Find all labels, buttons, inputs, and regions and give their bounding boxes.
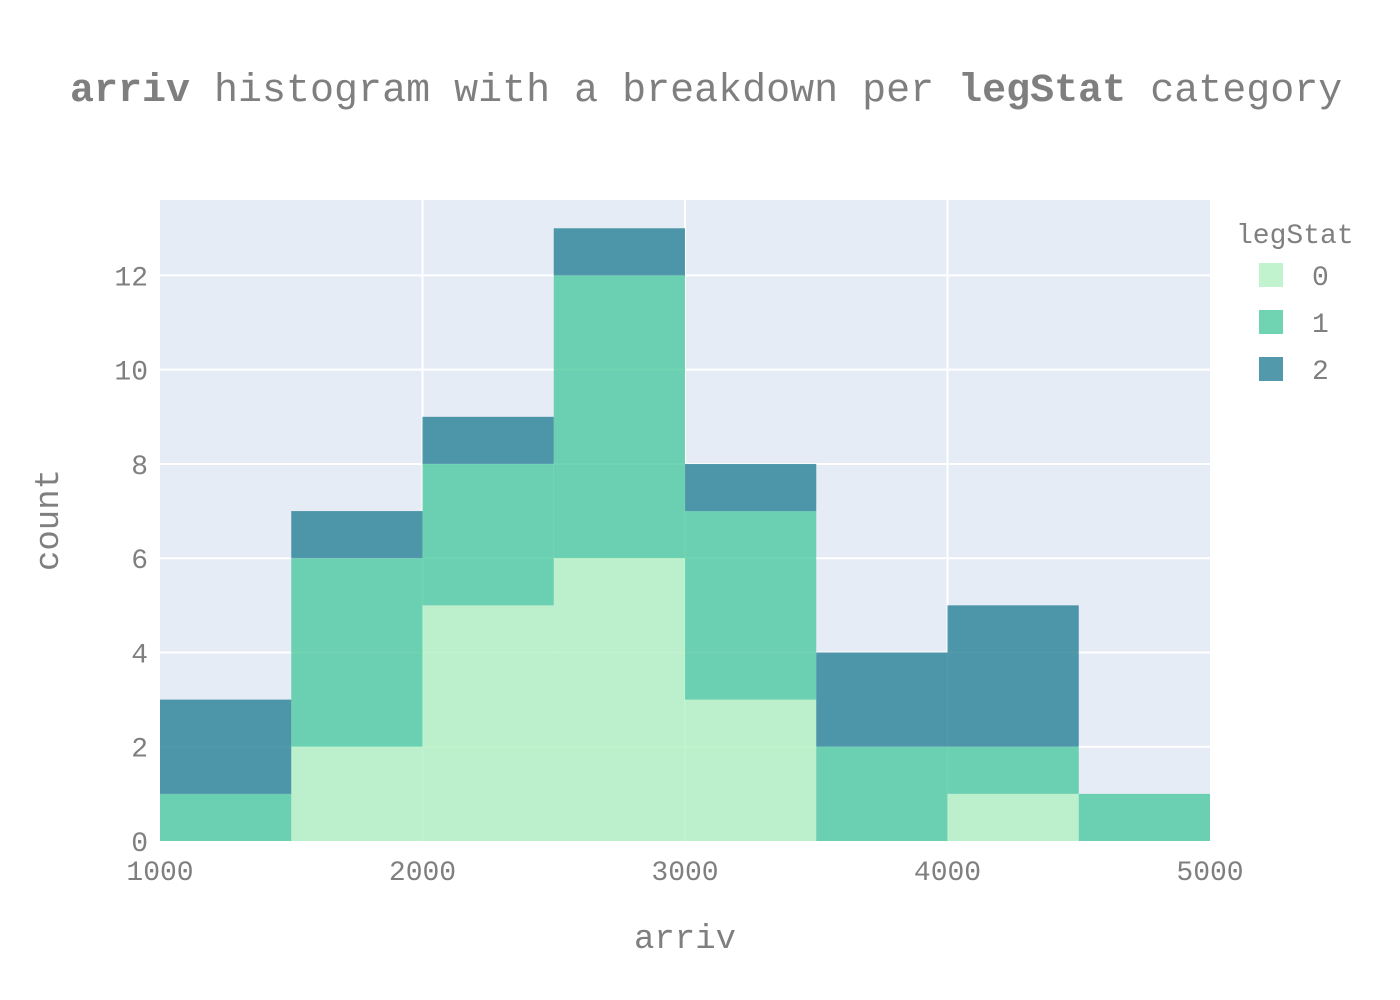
title-part-0: arriv — [70, 69, 190, 114]
legend-swatch — [1259, 263, 1283, 287]
bar-legstat-1-bin-2 — [422, 463, 554, 606]
bar-legstat-2-bin-5 — [816, 652, 948, 747]
bar-legstat-0-bin-3 — [553, 558, 685, 841]
bar-legstat-0-bin-6 — [947, 793, 1079, 841]
legend-swatch — [1259, 310, 1283, 334]
bar-legstat-2-bin-1 — [291, 511, 423, 559]
x-axis-ticks: 1000 2000 3000 4000 5000 — [126, 858, 1243, 889]
bar-legstat-1-bin-4 — [685, 511, 817, 700]
legend-item-0[interactable]: 0 — [1259, 263, 1329, 294]
y-tick-label: 0 — [131, 829, 148, 860]
legend-title: legStat — [1236, 221, 1354, 252]
y-axis-ticks: 0 2 4 6 8 10 12 — [114, 263, 148, 860]
chart-title: arriv histogram with a breakdown per leg… — [70, 69, 1342, 114]
series-2 — [160, 228, 1079, 794]
legend-items: 0 1 2 — [1259, 263, 1329, 388]
bar-legstat-1-bin-0 — [160, 793, 292, 841]
bar-legstat-2-bin-4 — [685, 463, 817, 512]
bar-legstat-2-bin-2 — [422, 416, 554, 464]
bar-legstat-1-bin-5 — [816, 746, 948, 841]
y-tick-label: 6 — [131, 546, 148, 577]
y-tick-label: 8 — [131, 452, 148, 483]
x-tick-label: 2000 — [389, 858, 456, 889]
series-0 — [291, 558, 1079, 841]
legend: legStat 0 1 2 — [1236, 221, 1354, 388]
x-tick-label: 4000 — [914, 858, 981, 889]
legend-item-2[interactable]: 2 — [1259, 357, 1329, 388]
x-tick-label: 1000 — [126, 858, 193, 889]
bar-legstat-1-bin-1 — [291, 558, 423, 747]
bar-legstat-0-bin-4 — [685, 699, 817, 841]
legend-item-1[interactable]: 1 — [1259, 310, 1329, 341]
y-axis-label: count — [31, 469, 69, 571]
x-tick-label: 5000 — [1176, 858, 1243, 889]
legend-label: 0 — [1312, 263, 1329, 294]
x-axis-label: arriv — [634, 921, 736, 959]
title-part-3: category — [1126, 69, 1342, 114]
x-tick-label: 3000 — [651, 858, 718, 889]
bar-legstat-0-bin-2 — [422, 605, 554, 841]
bar-legstat-1-bin-7 — [1078, 793, 1210, 841]
title-part-2: legStat — [958, 69, 1126, 114]
bar-legstat-0-bin-1 — [291, 746, 423, 841]
y-tick-label: 2 — [131, 735, 148, 766]
y-tick-label: 10 — [114, 358, 148, 389]
series-1 — [160, 275, 1210, 841]
legend-label: 2 — [1312, 357, 1329, 388]
bar-legstat-2-bin-3 — [553, 228, 685, 276]
bar-legstat-1-bin-3 — [553, 275, 685, 559]
title-part-1: histogram with a breakdown per — [190, 69, 958, 114]
bar-legstat-2-bin-6 — [947, 605, 1079, 747]
bar-legstat-2-bin-0 — [160, 699, 292, 794]
legend-swatch — [1259, 357, 1283, 381]
bars — [160, 228, 1210, 841]
legend-label: 1 — [1312, 310, 1329, 341]
y-tick-label: 4 — [131, 640, 148, 671]
bar-legstat-1-bin-6 — [947, 746, 1079, 794]
y-tick-label: 12 — [114, 263, 148, 294]
